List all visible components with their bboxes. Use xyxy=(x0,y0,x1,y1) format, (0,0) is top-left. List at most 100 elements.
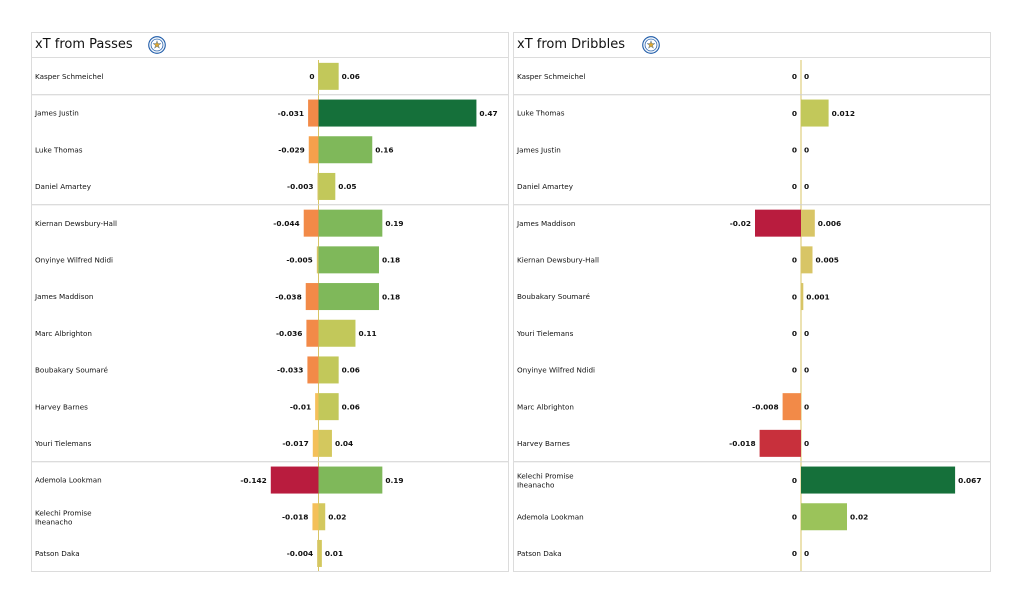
bar-positive xyxy=(801,209,815,237)
bar-negative xyxy=(303,209,319,237)
data-label-negative: -0.038 xyxy=(275,292,301,301)
category-label: Harvey Barnes xyxy=(35,402,88,411)
category-label: Marc Albrighton xyxy=(517,402,574,411)
leicester-city-crest-icon xyxy=(148,36,166,54)
bar-negative xyxy=(315,393,319,421)
xt-passes-chart: Kasper Schmeichel 0 0.06 James Justin -0.031… xyxy=(32,60,508,571)
data-label-positive: 0.19 xyxy=(385,476,403,485)
data-label-positive: 0.006 xyxy=(818,219,841,228)
category-label: Ademola Lookman xyxy=(517,512,584,521)
data-label-positive: 0.02 xyxy=(850,512,868,521)
data-label-positive: 0 xyxy=(804,182,809,191)
chart-title: xT from Dribbles xyxy=(517,37,626,52)
category-label: Kasper Schmeichel xyxy=(517,72,585,81)
bar-positive xyxy=(318,393,339,421)
data-label-negative: -0.031 xyxy=(278,109,304,118)
data-label-positive: 0.06 xyxy=(342,366,360,375)
data-label-negative: 0 xyxy=(792,72,797,81)
data-label-positive: 0.06 xyxy=(342,402,360,411)
category-label: Onyinye Wilfred Ndidi xyxy=(35,255,113,264)
data-label-positive: 0 xyxy=(804,145,809,154)
data-label-negative: 0 xyxy=(792,366,797,375)
bar-negative xyxy=(782,393,801,421)
category-label: Youri Tielemans xyxy=(34,439,92,448)
category-label: Kiernan Dewsbury-Hall xyxy=(35,219,117,228)
data-label-positive: 0.005 xyxy=(816,256,839,265)
data-label-positive: 0 xyxy=(804,366,809,375)
bar-positive xyxy=(318,246,379,274)
category-label: Patson Daka xyxy=(517,549,562,558)
data-label-negative: 0 xyxy=(792,182,797,191)
category-label: Daniel Amartey xyxy=(517,182,574,191)
data-label-negative: 0 xyxy=(792,109,797,118)
data-label-negative: -0.044 xyxy=(273,219,299,228)
bar-positive xyxy=(801,99,829,127)
bar-positive xyxy=(318,172,336,200)
data-label-negative: -0.003 xyxy=(287,182,313,191)
bar-positive xyxy=(801,283,804,311)
bar-negative xyxy=(755,209,801,237)
category-label: Onyinye Wilfred Ndidi xyxy=(517,366,595,375)
data-label-negative: -0.029 xyxy=(278,145,304,154)
data-label-positive: 0.04 xyxy=(335,439,353,448)
bar-positive xyxy=(318,429,332,457)
category-label: Boubakary Soumaré xyxy=(517,292,591,301)
data-label-positive: 0.001 xyxy=(806,292,829,301)
bar-positive xyxy=(801,503,847,531)
data-label-negative: 0 xyxy=(309,72,314,81)
bar-negative xyxy=(312,429,319,457)
panel-header: xT from Dribbles xyxy=(514,33,990,58)
bar-negative xyxy=(317,539,319,567)
data-label-positive: 0.02 xyxy=(328,512,346,521)
category-label: James Maddison xyxy=(516,219,575,228)
category-label: James Justin xyxy=(34,109,79,118)
category-label: Patson Daka xyxy=(35,549,80,558)
data-label-negative: 0 xyxy=(792,292,797,301)
data-label-negative: 0 xyxy=(792,256,797,265)
xt-dribbles-panel: xT from Dribbles Kasper Schmeichel 0 0 Luke… xyxy=(513,32,991,572)
panel-header: xT from Passes xyxy=(32,33,508,58)
data-label-negative: 0 xyxy=(792,329,797,338)
category-label: Ademola Lookman xyxy=(35,476,102,485)
category-label: Kasper Schmeichel xyxy=(35,72,103,81)
category-label: Luke Thomas xyxy=(517,109,565,118)
data-label-negative: -0.036 xyxy=(276,329,302,338)
data-label-negative: 0 xyxy=(792,549,797,558)
data-label-positive: 0 xyxy=(804,72,809,81)
data-label-positive: 0.19 xyxy=(385,219,403,228)
bar-negative xyxy=(305,283,319,311)
data-label-positive: 0.05 xyxy=(338,182,356,191)
category-label: Kelechi Promise Iheanacho xyxy=(35,508,92,526)
bar-positive xyxy=(318,356,339,384)
data-label-positive: 0.06 xyxy=(342,72,360,81)
xt-passes-panel: xT from Passes Kasper Schmeichel 0 0.06 Jam… xyxy=(31,32,509,572)
category-label: James Justin xyxy=(516,145,561,154)
data-label-negative: -0.018 xyxy=(729,439,755,448)
category-label: Boubakary Soumaré xyxy=(35,366,109,375)
bar-negative xyxy=(317,172,319,200)
data-label-negative: -0.005 xyxy=(286,256,312,265)
bar-positive xyxy=(318,466,383,494)
category-label: James Maddison xyxy=(34,292,93,301)
bar-positive xyxy=(318,503,326,531)
data-label-positive: 0.18 xyxy=(382,292,400,301)
data-label-negative: -0.033 xyxy=(277,366,303,375)
data-label-negative: -0.018 xyxy=(282,512,308,521)
data-label-negative: -0.142 xyxy=(240,476,266,485)
chart-title: xT from Passes xyxy=(35,37,133,52)
bar-negative xyxy=(306,319,319,347)
data-label-positive: 0.01 xyxy=(325,549,343,558)
data-label-positive: 0.16 xyxy=(375,145,393,154)
bar-negative xyxy=(308,99,319,127)
data-label-positive: 0.012 xyxy=(832,109,855,118)
bar-positive xyxy=(318,283,379,311)
data-label-positive: 0.47 xyxy=(479,109,497,118)
bar-positive xyxy=(318,99,477,127)
data-label-negative: 0 xyxy=(792,476,797,485)
data-label-negative: -0.017 xyxy=(282,439,308,448)
bar-positive xyxy=(318,209,383,237)
data-label-positive: 0 xyxy=(804,439,809,448)
bar-positive xyxy=(318,136,373,164)
data-label-negative: -0.01 xyxy=(290,402,311,411)
